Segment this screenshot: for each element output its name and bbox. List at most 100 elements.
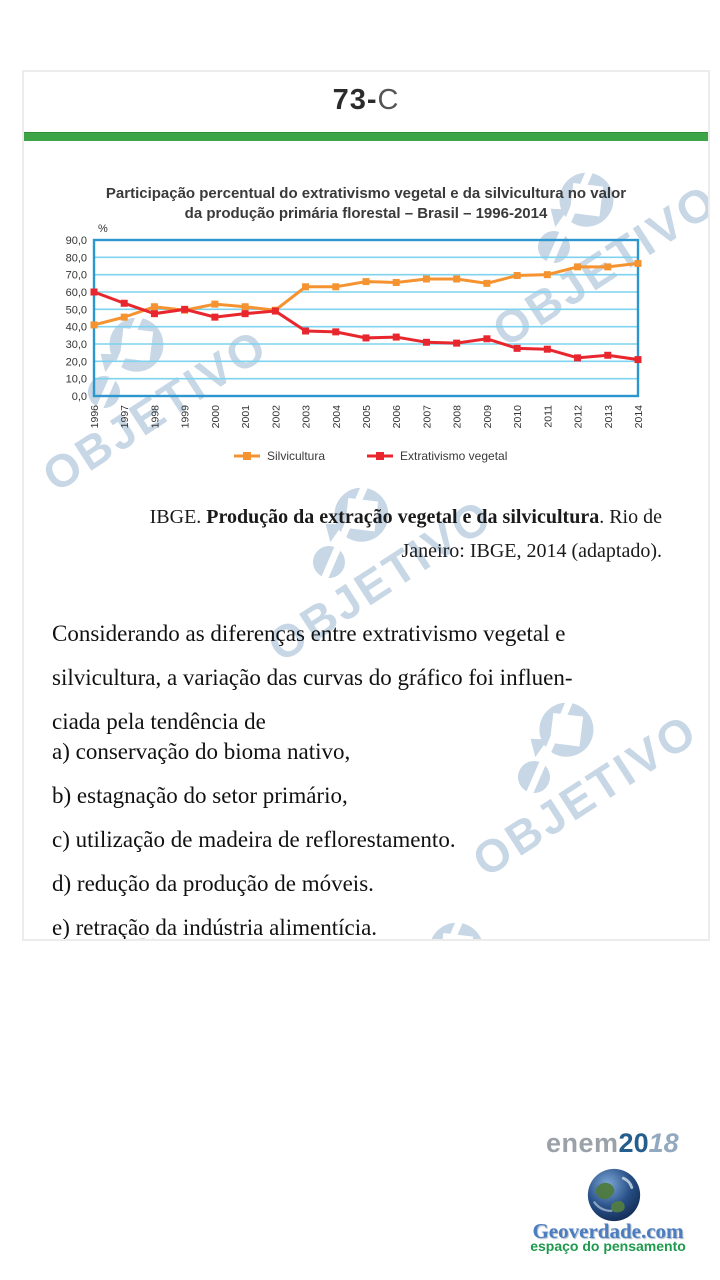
- data-point-marker: [271, 307, 279, 315]
- legend-marker-square: [243, 452, 251, 460]
- citation-title: Produção da extração vegetal e da silvic…: [206, 506, 600, 528]
- data-point-marker: [483, 335, 491, 343]
- data-point-marker: [302, 283, 310, 291]
- x-tick-label: 2009: [482, 405, 494, 429]
- x-tick-label: 2008: [452, 405, 464, 429]
- question-line: silvicultura, a variação das curvas do g…: [52, 665, 573, 690]
- x-tick-label: 2011: [542, 405, 554, 428]
- y-tick-label: 0,0: [72, 391, 87, 403]
- series-line-silvicultura: [93, 261, 639, 327]
- x-tick-label: 1996: [89, 405, 101, 429]
- data-point-marker: [453, 275, 461, 283]
- y-tick-label: 80,0: [66, 252, 87, 264]
- data-point-marker: [543, 345, 551, 353]
- y-tick-label: 60,0: [66, 287, 87, 299]
- citation-line2: Janeiro: IBGE, 2014 (adaptado).: [401, 540, 662, 562]
- line-chart: 0,0 10,0 20,0 30,0 40,0 50,0 60,0 70,0 80,0 90,0%…: [66, 223, 645, 463]
- data-point-marker: [181, 305, 189, 313]
- citation-prefix: IBGE.: [149, 506, 207, 528]
- option-label: d): [52, 871, 72, 896]
- globe-icon: [587, 1168, 641, 1222]
- data-point-marker: [150, 310, 158, 318]
- enem-logo: enem2018: [546, 1128, 679, 1159]
- y-tick-label: 10,0: [66, 374, 87, 386]
- x-tick-label: 2013: [603, 405, 615, 429]
- option-text: conservação do bioma nativo,: [75, 739, 351, 764]
- x-tick-label: 2014: [633, 405, 645, 429]
- chart-title-line2: da produção primária florestal – Brasil …: [184, 205, 548, 222]
- answer-options: a) conservação do bioma nativo, b) estag…: [52, 730, 456, 940]
- site-name: Geoverdade.com: [532, 1219, 684, 1243]
- x-tick-label: 1999: [180, 405, 192, 429]
- question-number-digits: 73-: [332, 84, 378, 116]
- legend-label: Silvicultura: [267, 449, 325, 463]
- chart-title: Participação percentual do extrativismo …: [24, 184, 708, 224]
- option-text: utilização de madeira de reflorestamento…: [75, 827, 456, 852]
- option-label: c): [52, 827, 70, 852]
- data-point-marker: [634, 259, 642, 267]
- data-point-marker: [513, 272, 521, 280]
- x-tick-label: 1998: [149, 405, 161, 429]
- data-point-marker: [120, 299, 128, 307]
- data-point-marker: [362, 334, 370, 342]
- data-point-marker: [120, 313, 128, 321]
- option-text: retração da indústria alimentícia.: [75, 915, 378, 940]
- data-point-marker: [513, 344, 521, 352]
- site-tagline: espaço do pensamento: [530, 1238, 686, 1254]
- data-point-marker: [332, 328, 340, 336]
- y-tick-label: 70,0: [66, 270, 87, 282]
- x-tick-label: 2005: [361, 405, 373, 429]
- series-line-extrativismo: [93, 290, 639, 362]
- data-point-marker: [90, 321, 98, 329]
- x-tick-label: 2012: [573, 405, 585, 429]
- data-point-marker: [483, 279, 491, 287]
- question-answer-letter: C: [377, 84, 400, 116]
- enem-year-light: 18: [648, 1128, 679, 1158]
- x-tick-label: 2007: [421, 405, 433, 429]
- option-text: redução da produção de móveis.: [76, 871, 374, 896]
- data-point-marker: [453, 339, 461, 347]
- option-d: d) redução da produção de móveis.: [52, 862, 456, 906]
- data-point-marker: [392, 333, 400, 341]
- y-axis-unit: %: [98, 223, 108, 235]
- x-tick-label: 2001: [240, 405, 252, 429]
- option-label: a): [52, 739, 70, 764]
- question-number: 73-C: [24, 84, 708, 117]
- x-tick-label: 2003: [301, 405, 313, 429]
- x-tick-label: 2010: [512, 405, 524, 429]
- y-tick-label: 40,0: [66, 322, 87, 334]
- data-point-marker: [90, 288, 98, 296]
- legend-marker-square: [376, 452, 384, 460]
- option-a: a) conservação do bioma nativo,: [52, 730, 456, 774]
- question-card: OBJETIVO OBJETIVO OBJETIVO OBJETIVO: [22, 70, 710, 941]
- question-line: ciada pela tendência de: [52, 709, 266, 734]
- data-point-marker: [150, 303, 158, 311]
- data-point-marker: [634, 356, 642, 364]
- option-label: e): [52, 915, 70, 940]
- data-point-marker: [604, 351, 612, 359]
- x-tick-label: 2006: [391, 405, 403, 429]
- x-tick-label: 2000: [210, 405, 222, 429]
- y-tick-label: 50,0: [66, 304, 87, 316]
- x-tick-label: 2002: [270, 405, 282, 429]
- y-tick-label: 30,0: [66, 339, 87, 351]
- chart-title-line1: Participação percentual do extrativismo …: [105, 185, 627, 202]
- data-point-marker: [422, 338, 430, 346]
- data-point-marker: [574, 354, 582, 362]
- option-label: b): [52, 783, 72, 808]
- plot-border: [92, 238, 640, 398]
- x-tick-label: 1997: [119, 405, 131, 429]
- x-tick-label: 2004: [331, 405, 343, 429]
- question-line: Considerando as diferenças entre extrati…: [52, 621, 566, 646]
- data-point-marker: [362, 278, 370, 286]
- option-c: c) utilização de madeira de reflorestame…: [52, 818, 456, 862]
- question-stem: Considerando as diferenças entre extrati…: [52, 612, 573, 744]
- data-point-marker: [211, 300, 219, 308]
- y-tick-label: 20,0: [66, 356, 87, 368]
- data-point-marker: [332, 283, 340, 291]
- y-tick-label: 90,0: [66, 235, 87, 247]
- data-point-marker: [604, 263, 612, 271]
- data-point-marker: [241, 303, 249, 311]
- data-point-marker: [392, 278, 400, 286]
- data-point-marker: [241, 310, 249, 318]
